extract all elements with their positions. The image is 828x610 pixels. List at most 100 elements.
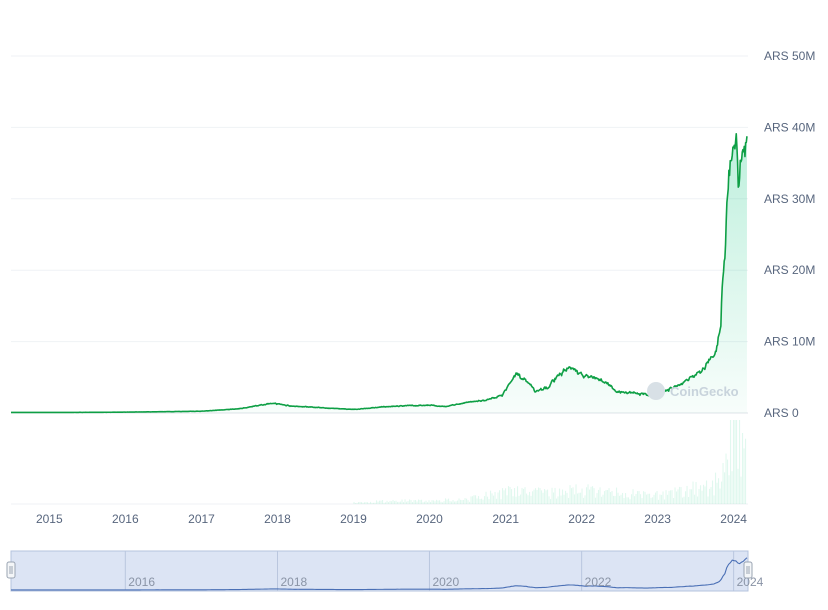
volume-bar [630,494,633,504]
volume-bar [423,501,426,504]
volume-bar [540,490,543,504]
volume-bar [465,498,468,504]
volume-bar [576,493,579,504]
volume-bar [399,501,402,504]
volume-bar [491,493,493,504]
volume-bar [738,420,741,504]
volume-bar [677,489,679,504]
volume-bar [614,495,616,504]
volume-bar [456,500,459,504]
price-series-line[interactable] [10,132,748,414]
volume-bar [479,498,481,504]
volume-bar [641,498,643,504]
watermark-text: CoinGecko [670,384,739,399]
navigator-tick-label: 2024 [737,575,764,589]
y-tick-label: ARS 10M [764,335,815,349]
volume-bar [374,502,376,504]
volume-bar [717,478,720,504]
volume-bar [527,495,529,504]
volume-bar [357,502,360,504]
x-tick-label: 2021 [492,512,519,526]
volume-bar [635,493,637,504]
volume-bar [582,497,585,504]
x-tick-label: 2015 [36,512,63,526]
y-tick-label: ARS 20M [764,263,815,277]
volume-bar [698,488,700,504]
price-area-fill [11,133,747,413]
navigator-gridlines [124,551,735,591]
volume-bar [687,496,690,504]
volume-bar [480,498,483,504]
volume-bar [686,485,688,504]
volume-bar [609,492,612,504]
volume-bar [722,463,724,504]
volume-bar [561,489,564,504]
volume-bar [425,500,427,504]
volume-bar [608,488,610,504]
volume-bar [537,487,540,504]
volume-bar [407,501,409,504]
volume-bar [734,420,736,504]
volume-bar [719,488,721,504]
volume-bar [605,489,607,504]
volume-bar [669,490,672,504]
volume-bar [362,502,364,504]
gridlines [11,55,748,505]
volume-bar [548,496,550,504]
volume-bar [684,491,687,504]
volume-bar [512,496,514,504]
volume-bar [593,488,595,504]
volume-bar [449,501,451,504]
volume-bar [459,499,462,504]
navigator-left-handle[interactable] [6,561,16,579]
volume-bar [516,486,519,504]
navigator-selection[interactable] [10,550,749,592]
volume-bar [369,501,372,504]
volume-bar [587,484,589,504]
volume-bar [422,502,424,504]
volume-bar [557,496,559,504]
volume-bar [563,494,565,504]
volume-bar [569,485,571,504]
volume-bar [401,499,403,504]
volume-bar [645,494,648,504]
volume-bar [572,487,574,504]
volume-bar [467,500,469,504]
x-tick-label: 2023 [644,512,671,526]
volume-bar [519,494,522,504]
navigator-right-handle[interactable] [743,561,753,579]
volume-bar [380,500,382,504]
volume-bar [675,491,678,504]
volume-bar [558,488,561,504]
x-tick-label: 2022 [568,512,595,526]
volume-bar [650,497,652,504]
volume-bar [353,501,355,504]
volume-bar [708,488,711,504]
volume-bar [378,500,381,504]
volume-bar [384,502,387,504]
volume-bar [482,499,484,504]
volume-bar [680,487,682,504]
volume-bar [419,499,421,504]
volume-bar [377,501,379,504]
volume-bar [570,488,573,504]
x-tick-label: 2020 [416,512,443,526]
volume-bar [447,498,450,504]
volume-bar [713,495,715,504]
volume-bar [386,500,388,504]
range-navigator[interactable]: 2016 2018 2020 2022 2024 [6,550,764,592]
volume-bar [714,472,717,504]
volume-bar [611,491,613,504]
volume-bar [662,491,664,504]
x-axis-labels: 2015 2016 2017 2018 2019 2020 2021 2022 2023 2024 [36,512,747,526]
volume-bar [536,489,538,504]
volume-bar [464,498,466,504]
volume-bar [417,499,420,504]
volume-bar [660,494,663,504]
volume-bar [524,487,526,504]
x-tick-label: 2016 [112,512,139,526]
volume-bar [441,502,444,504]
volume-bar [453,501,456,504]
volume-bar [621,492,624,504]
